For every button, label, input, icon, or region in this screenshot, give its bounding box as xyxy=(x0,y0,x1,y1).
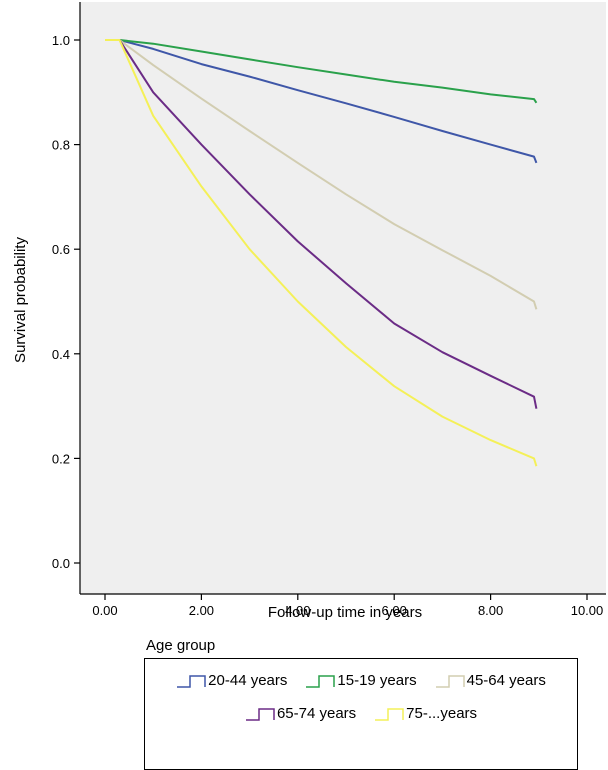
legend-label: 15-19 years xyxy=(337,672,417,689)
legend-swatch xyxy=(245,708,275,721)
y-tick-label: 0.6 xyxy=(52,242,70,257)
x-axis-ticks: 0.00 2.00 4.00 6.00 8.00 10.00 xyxy=(92,594,603,618)
legend-row: 65-74 years 75-...years xyxy=(145,705,577,722)
y-tick-label: 0.4 xyxy=(52,347,70,362)
legend-swatch-line xyxy=(375,708,404,721)
legend-label: 20-44 years xyxy=(208,672,288,689)
x-tick-label: 4.00 xyxy=(285,603,310,618)
legend-swatch-line xyxy=(245,708,275,721)
legend-item: 15-19 years xyxy=(305,672,417,689)
series-line-3 xyxy=(105,39,538,310)
x-tick-label: 2.00 xyxy=(189,603,214,618)
legend-swatch xyxy=(306,675,336,688)
y-tick-label: 0.0 xyxy=(52,556,70,571)
series-line-1 xyxy=(105,39,538,164)
x-axis-label: Follow-up time in years xyxy=(268,604,422,620)
y-tick-label: 0.2 xyxy=(52,451,70,466)
legend: 20-44 years 15-19 years 45-64 years 65-74 … xyxy=(144,658,578,770)
legend-swatch-line xyxy=(177,675,206,688)
legend-item: 45-64 years xyxy=(435,672,546,689)
legend-swatch xyxy=(375,708,404,721)
legend-label: 45-64 years xyxy=(466,672,546,689)
legend-swatch xyxy=(435,675,465,688)
series-line-4 xyxy=(105,39,538,409)
legend-swatch xyxy=(177,675,206,688)
y-axis-label: Survival probability xyxy=(12,237,29,363)
series-line-2 xyxy=(105,39,538,104)
plot-area xyxy=(80,2,606,594)
legend-label: 65-74 years xyxy=(276,705,357,722)
y-axis-ticks: 0.0 0.2 0.4 0.6 0.8 1.0 xyxy=(52,33,80,571)
legend-row: 20-44 years 15-19 years 45-64 years xyxy=(145,672,577,689)
x-tick-label: 0.00 xyxy=(92,603,117,618)
x-tick-label: 6.00 xyxy=(382,603,407,618)
legend-item: 65-74 years xyxy=(245,705,356,722)
legend-swatch-line xyxy=(306,675,336,688)
y-tick-label: 0.8 xyxy=(52,138,70,153)
legend-swatch-line xyxy=(435,675,465,688)
series-line-5 xyxy=(105,39,538,467)
survival-chart: 0.0 0.2 0.4 0.6 0.8 1.0 0.00 2.00 4.00 6.00 8.00 1… xyxy=(12,2,606,620)
legend-item: 20-44 years xyxy=(176,672,287,689)
x-tick-label: 8.00 xyxy=(478,603,503,618)
legend-title: Age group xyxy=(146,637,216,654)
legend-label: 75-...years xyxy=(406,705,478,722)
x-tick-label: 10.00 xyxy=(571,603,604,618)
y-tick-label: 1.0 xyxy=(52,33,70,48)
legend-item: 75-...years xyxy=(374,705,477,722)
series-lines xyxy=(105,39,538,467)
